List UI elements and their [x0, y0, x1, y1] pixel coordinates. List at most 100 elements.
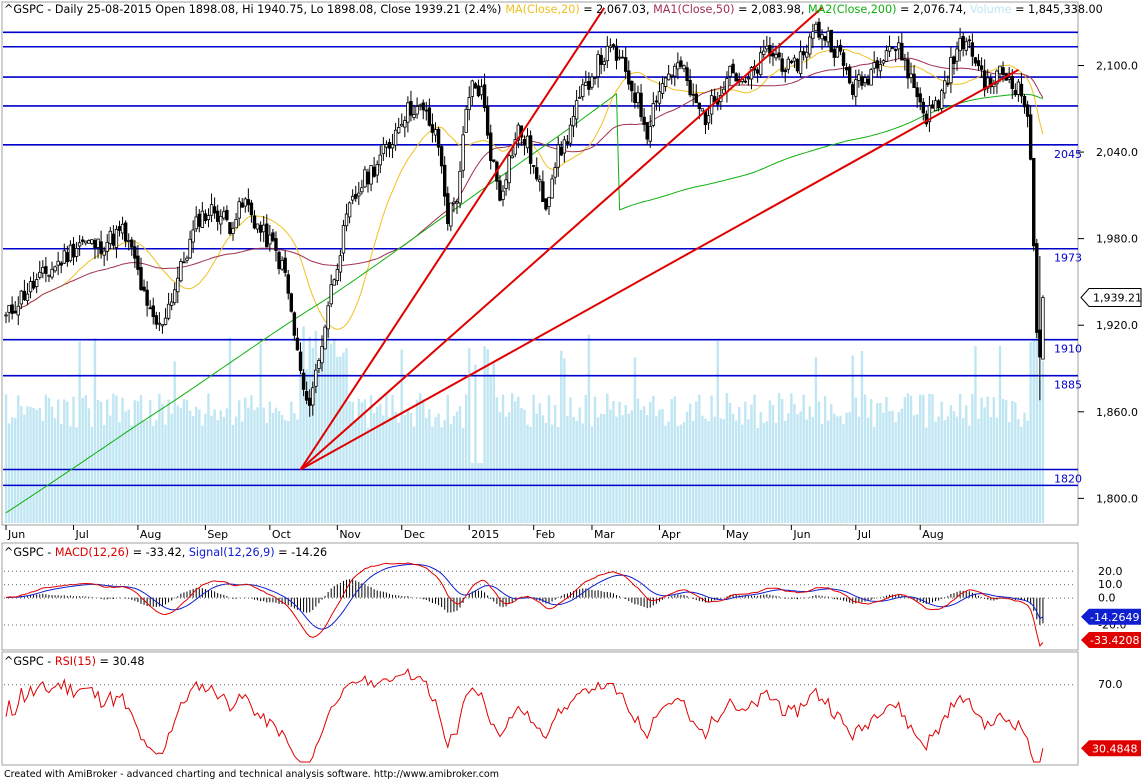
grid-dot [692, 624, 693, 626]
grid-dot [304, 597, 305, 599]
grid-dot [284, 570, 285, 572]
volume-bar [922, 394, 925, 523]
grid-dot [420, 597, 421, 599]
grid-dot [872, 597, 873, 599]
volume-bar [845, 412, 848, 523]
grid-dot [720, 570, 721, 572]
grid-dot [1064, 624, 1065, 626]
volume-bar [164, 424, 167, 523]
grid-dot [140, 597, 141, 599]
grid-dot [696, 624, 697, 626]
grid-dot [848, 684, 849, 686]
volume-bar [682, 421, 686, 523]
grid-dot [324, 584, 325, 586]
grid-dot [344, 624, 345, 626]
grid-dot [732, 624, 733, 626]
grid-dot [456, 597, 457, 599]
axis-tick-label: 2,100.0 [1096, 60, 1138, 73]
volume-bar [293, 413, 296, 523]
price-bar-body [691, 93, 695, 96]
price-bar-body [240, 202, 244, 208]
grid-dot [136, 684, 137, 686]
volume-bar [639, 409, 643, 523]
grid-dot [228, 570, 229, 572]
grid-dot [248, 597, 249, 599]
grid-dot [104, 684, 105, 686]
grid-dot [544, 597, 545, 599]
grid-dot [564, 584, 565, 586]
grid-dot [584, 584, 585, 586]
grid-dot [720, 684, 721, 686]
grid-dot [868, 597, 869, 599]
grid-dot [820, 624, 821, 626]
grid-dot [716, 624, 717, 626]
price-bar-body [191, 229, 195, 243]
grid-dot [424, 584, 425, 586]
grid-dot [1052, 624, 1053, 626]
grid-dot [704, 570, 705, 572]
price-bar-body [326, 305, 330, 330]
grid-dot [620, 684, 621, 686]
price-bar-body [596, 54, 600, 77]
grid-dot [140, 624, 141, 626]
grid-dot [912, 684, 913, 686]
grid-dot [148, 684, 149, 686]
volume-bar [115, 395, 118, 523]
grid-dot [168, 624, 169, 626]
grid-dot [796, 584, 797, 586]
price-bar-body [185, 257, 189, 261]
grid-dot [536, 597, 537, 599]
price-bar-body [507, 155, 511, 184]
grid-dot [404, 624, 405, 626]
price-bar-body [93, 240, 97, 249]
grid-dot [392, 570, 393, 572]
grid-dot [152, 684, 153, 686]
grid-dot [144, 584, 145, 586]
grid-dot [924, 570, 925, 572]
grid-dot [272, 624, 273, 626]
volume-bar [290, 401, 293, 523]
price-bar-body [56, 260, 60, 266]
grid-dot [16, 684, 17, 686]
price-bar-body [133, 246, 137, 259]
price-bar-body [427, 107, 432, 126]
grid-dot [220, 570, 221, 572]
price-bar-body [952, 56, 956, 65]
grid-dot [544, 624, 545, 626]
price-bar-body [228, 222, 232, 234]
grid-dot [764, 584, 765, 586]
price-bar-body [918, 93, 922, 103]
grid-dot [568, 570, 569, 572]
grid-dot [972, 624, 973, 626]
grid-dot [488, 597, 489, 599]
grid-dot [492, 597, 493, 599]
price-bar-body [970, 42, 975, 57]
grid-dot [156, 584, 157, 586]
grid-dot [848, 584, 849, 586]
volume-bar [369, 395, 373, 523]
grid-dot [880, 597, 881, 599]
grid-dot [992, 584, 993, 586]
grid-dot [344, 597, 345, 599]
grid-dot [784, 570, 785, 572]
grid-dot [520, 684, 521, 686]
grid-dot [316, 597, 317, 599]
price-bar-body [599, 54, 603, 65]
grid-dot [292, 624, 293, 626]
grid-dot [1044, 570, 1045, 572]
volume-bar [167, 399, 170, 523]
macd-tick-label: 0.0 [1098, 592, 1116, 605]
grid-dot [892, 570, 893, 572]
grid-dot [364, 684, 365, 686]
grid-dot [1072, 584, 1073, 586]
price-bar-body [415, 106, 419, 115]
grid-dot [136, 584, 137, 586]
grid-dot [832, 584, 833, 586]
grid-dot [676, 570, 677, 572]
grid-dot [928, 597, 929, 599]
volume-bar [977, 418, 980, 523]
grid-dot [756, 684, 757, 686]
volume-bar [931, 394, 934, 523]
grid-dot [824, 584, 825, 586]
